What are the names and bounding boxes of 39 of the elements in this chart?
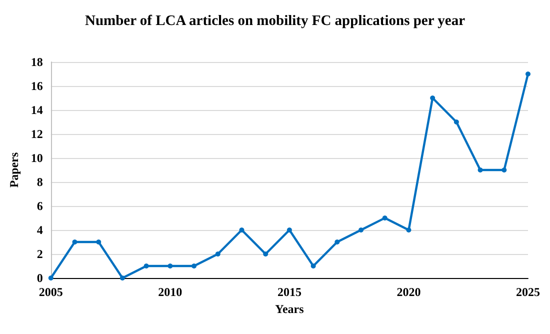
x-axis-title: Years: [275, 302, 304, 316]
x-tick-label: 2015: [277, 285, 302, 299]
point: [168, 264, 173, 268]
x-tick-label: 2020: [396, 285, 421, 299]
chart-title: Number of LCA articles on mobility FC applications per year: [84, 13, 466, 29]
y-tick-label: 12: [30, 127, 43, 141]
y-tick-label: 10: [30, 151, 43, 165]
x-tick-label: 2025: [516, 285, 540, 299]
point: [334, 240, 340, 244]
y-tick-label: 6: [36, 199, 43, 213]
point: [215, 252, 220, 256]
point: [263, 252, 268, 256]
point: [310, 264, 316, 268]
point: [120, 276, 125, 280]
point: [144, 264, 149, 268]
y-tick-label: 0: [36, 271, 43, 285]
point: [72, 240, 78, 244]
y-tick-label: 16: [30, 79, 43, 93]
y-tick-label: 14: [30, 103, 43, 117]
point: [526, 72, 530, 76]
y-tick-label: 8: [36, 175, 43, 189]
point: [239, 228, 244, 232]
point: [430, 96, 436, 100]
point: [406, 228, 412, 232]
point: [358, 228, 364, 232]
point: [192, 264, 197, 268]
y-tick-label: 18: [30, 55, 43, 69]
point: [286, 228, 292, 232]
point: [382, 216, 388, 220]
point: [454, 120, 459, 124]
y-tick-label: 4: [36, 223, 43, 237]
y-tick-label: 2: [36, 247, 43, 261]
point: [48, 276, 54, 280]
x-tick-label: 2010: [158, 285, 182, 299]
point: [478, 168, 483, 172]
y-axis-title: Papers: [7, 152, 21, 188]
x-tick-label: 2005: [38, 285, 63, 299]
point: [502, 168, 507, 172]
point: [96, 240, 102, 244]
